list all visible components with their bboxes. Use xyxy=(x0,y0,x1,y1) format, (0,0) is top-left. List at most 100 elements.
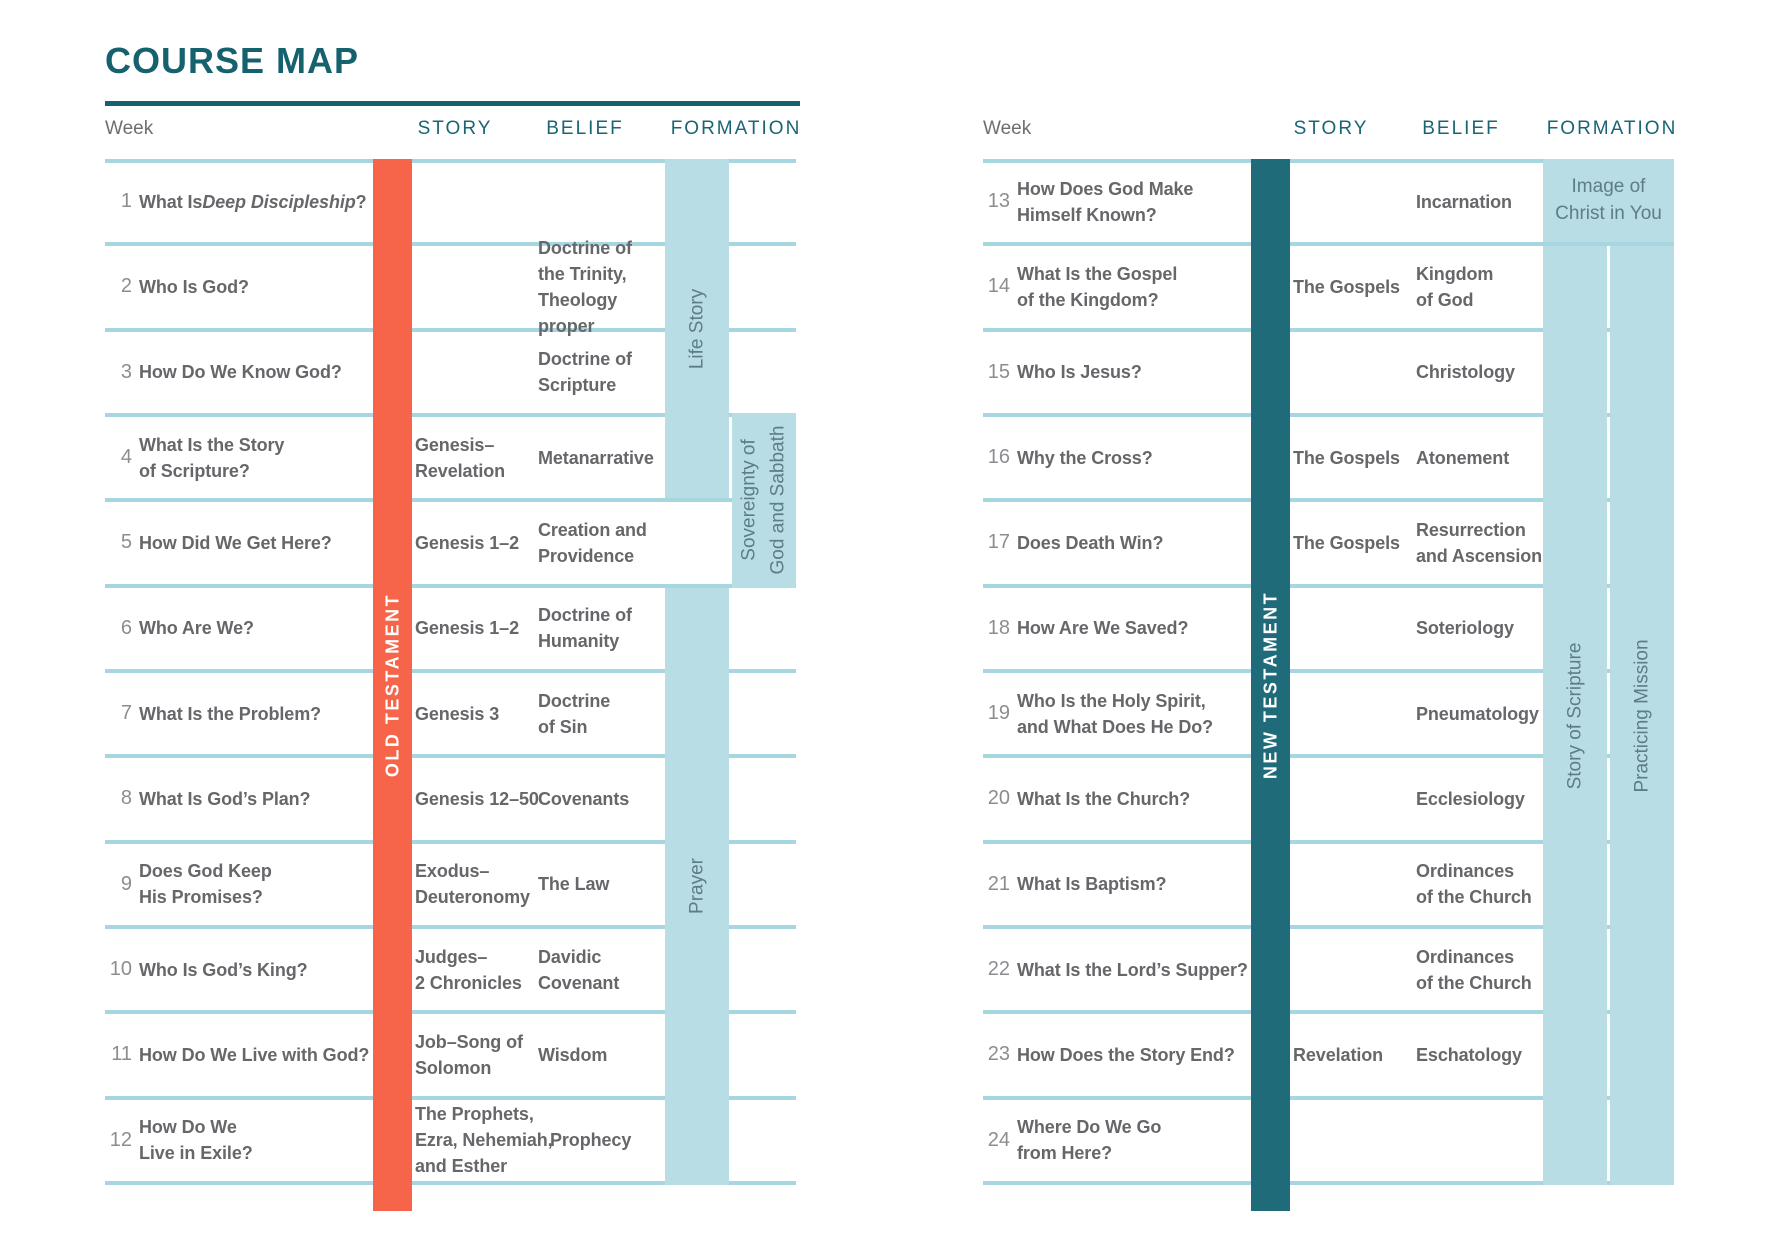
row-separator-line xyxy=(983,412,1674,417)
story-cell: Genesis 12–50 xyxy=(415,788,539,809)
table-row-week-17: 17 Does Death Win? The Gospels Resurrection… xyxy=(983,500,1674,585)
belief-cell: Atonement xyxy=(1416,447,1510,468)
question-cell: What Is Baptism? xyxy=(1017,874,1167,895)
formation-label-image-of-christ-in-you: Image of Christ in You xyxy=(1555,176,1662,224)
table-row-week-7: 7 What Is the Problem? Genesis 3 Doctrine o… xyxy=(105,671,796,756)
table-row-week-24: 24 Where Do We Go from Here? xyxy=(983,1098,1674,1183)
table-row-week-21: 21 What Is Baptism? Ordinances of the Chur… xyxy=(983,842,1674,927)
table-row-week-14: 14 What Is the Gospel of the Kingdom? The … xyxy=(983,244,1674,329)
question-cell: What Is the Problem? xyxy=(139,703,322,724)
belief-cell: Incarnation xyxy=(1416,191,1512,212)
row-separator-line xyxy=(983,1010,1674,1015)
week-number: 16 xyxy=(987,446,1010,469)
course-map-table-new-testament: Week STORY BELIEF FORMATION 13 How Does G… xyxy=(983,118,1675,1211)
belief-cell: Ecclesiology xyxy=(1416,788,1525,809)
week-number: 8 xyxy=(120,787,132,810)
week-number: 14 xyxy=(987,275,1010,298)
story-cell: Genesis 3 xyxy=(415,703,500,724)
story-cell: Judges– 2 Chronicles xyxy=(415,946,522,993)
question-cell: How Did We Get Here? xyxy=(139,532,332,553)
question-cell: What Is God’s Plan? xyxy=(139,788,311,809)
formation-label-prayer: Prayer xyxy=(686,858,708,915)
question-cell: Does Death Win? xyxy=(1017,532,1164,553)
belief-cell: The Law xyxy=(538,874,610,895)
week-number: 18 xyxy=(987,616,1010,639)
row-separator-line xyxy=(983,1095,1674,1100)
question-cell: What Is Deep Discipleship? xyxy=(139,159,372,244)
question-cell: Where Do We Go from Here? xyxy=(1017,1117,1162,1164)
week-number: 9 xyxy=(120,872,132,895)
question-cell: Who Is the Holy Spirit, and What Does He… xyxy=(1017,690,1214,737)
title-underline xyxy=(105,101,800,106)
row-separator-line xyxy=(983,668,1674,673)
old-testament-bar: OLD TESTAMENT xyxy=(373,159,412,1211)
week-number: 12 xyxy=(109,1128,132,1151)
question-cell: What Is the Story of Scripture? xyxy=(139,434,285,481)
story-cell: The Gospels xyxy=(1293,276,1400,297)
week-number: 6 xyxy=(120,616,132,639)
question-cell: Does God Keep His Promises? xyxy=(139,861,272,908)
column-header-story: STORY xyxy=(1293,118,1369,139)
row-separator-line xyxy=(983,1180,1674,1185)
table-row-week-20: 20 What Is the Church? Ecclesiology xyxy=(983,756,1674,841)
week-number: 7 xyxy=(120,702,132,725)
week-number: 5 xyxy=(120,531,132,554)
belief-cell: Eschatology xyxy=(1416,1044,1522,1065)
table-row-week-9: 9 Does God Keep His Promises? Exodus– Deut… xyxy=(105,842,796,927)
question-cell: How Do We Live in Exile? xyxy=(139,1117,253,1164)
belief-cell: Ordinances of the Church xyxy=(1416,946,1532,993)
question-cell: Who Are We? xyxy=(139,618,254,639)
belief-cell: Wisdom xyxy=(538,1044,608,1065)
formation-panel-story-of-scripture: Story of Scripture xyxy=(1543,246,1607,1185)
week-number: 24 xyxy=(987,1128,1010,1151)
story-cell: Genesis 1–2 xyxy=(415,618,519,639)
story-cell: The Gospels xyxy=(1293,532,1400,553)
belief-cell: Davidic Covenant xyxy=(538,946,620,993)
week-number: 4 xyxy=(120,446,132,469)
belief-cell: Metanarrative xyxy=(538,447,654,468)
table-row-week-11: 11 How Do We Live with God? Job–Song of So… xyxy=(105,1012,796,1097)
belief-cell: Ordinances of the Church xyxy=(1416,861,1532,908)
formation-panel-life-story: Life Story xyxy=(665,159,729,499)
question-cell: How Do We Live with God? xyxy=(139,1044,370,1065)
week-number: 22 xyxy=(987,958,1010,981)
question-cell: What Is the Church? xyxy=(1017,788,1191,809)
row-separator-line xyxy=(983,754,1674,759)
table-row-week-18: 18 How Are We Saved? Soteriology xyxy=(983,586,1674,671)
row-separator-line xyxy=(105,1010,796,1015)
week-number: 10 xyxy=(109,958,132,981)
week-number: 15 xyxy=(987,360,1010,383)
table-row-week-4: 4 What Is the Story of Scripture? Genesis–… xyxy=(105,415,796,500)
table-row-week-12: 12 How Do We Live in Exile? The Prophets, … xyxy=(105,1098,796,1183)
question-text: ? xyxy=(355,191,367,212)
row-separator-line xyxy=(983,498,1674,503)
formation-panel-prayer: Prayer xyxy=(665,587,729,1185)
row-separator-line xyxy=(105,839,796,844)
question-italic-text: Deep Discipleship xyxy=(202,191,356,212)
table-row-week-5: 5 How Did We Get Here? Genesis 1–2 Creation… xyxy=(105,500,796,585)
table-row-week-8: 8 What Is God’s Plan? Genesis 12–50 Covenan… xyxy=(105,756,796,841)
formation-panel-image-of-christ-in-you: Image of Christ in You xyxy=(1543,159,1674,243)
belief-cell: Kingdom of God xyxy=(1416,263,1494,310)
belief-cell: Pneumatology xyxy=(1416,703,1539,724)
formation-panel-practicing-mission: Practicing Mission xyxy=(1610,246,1674,1185)
row-separator-line xyxy=(983,839,1674,844)
table-row-week-10: 10 Who Is God’s King? Judges– 2 Chronicles… xyxy=(105,927,796,1012)
week-number: 13 xyxy=(987,190,1010,213)
week-number: 3 xyxy=(120,360,132,383)
question-cell: What Is the Lord’s Supper? xyxy=(1017,959,1248,980)
story-cell: Job–Song of Solomon xyxy=(415,1031,523,1078)
table-row-week-19: 19 Who Is the Holy Spirit, and What Does … xyxy=(983,671,1674,756)
table-row-week-6: 6 Who Are We? Genesis 1–2 Doctrine of Human… xyxy=(105,586,796,671)
column-header-formation: FORMATION xyxy=(670,118,802,139)
question-cell: Who Is God? xyxy=(139,276,249,297)
row-separator-line xyxy=(105,327,796,332)
row-separator-line xyxy=(105,1095,796,1100)
table-row-week-15: 15 Who Is Jesus? Christology xyxy=(983,330,1674,415)
table-row-week-3: 3 How Do We Know God? Doctrine of Scriptur… xyxy=(105,330,796,415)
belief-cell: Christology xyxy=(1416,362,1515,383)
question-cell: Who Is God’s King? xyxy=(139,959,308,980)
row-separator-line xyxy=(105,159,796,163)
question-cell: Why the Cross? xyxy=(1017,447,1153,468)
